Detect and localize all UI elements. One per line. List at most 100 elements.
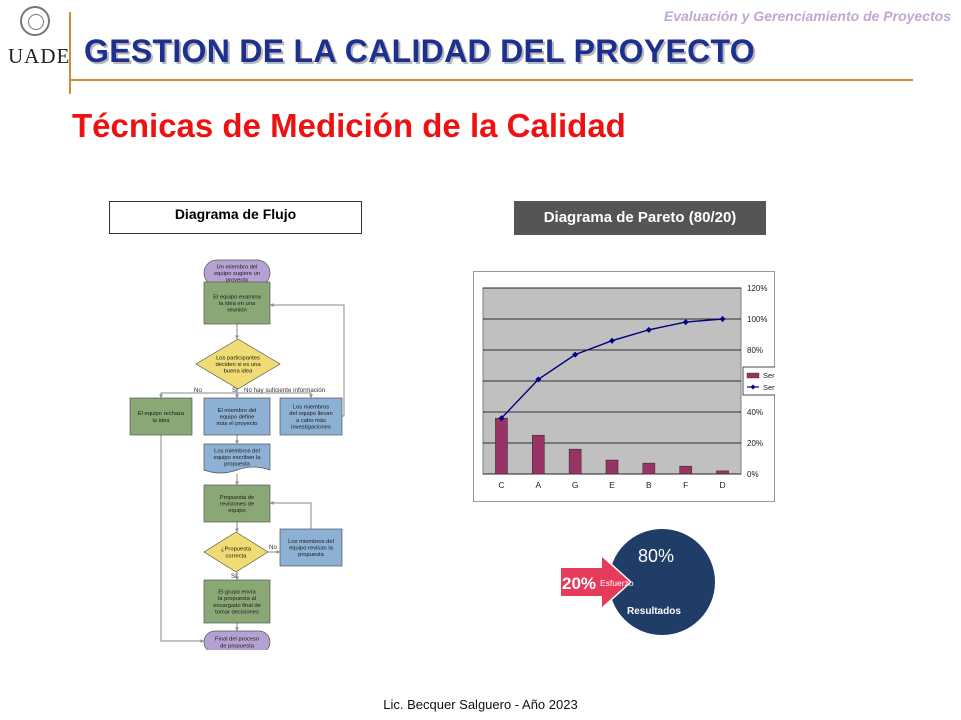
x-tick-label: G bbox=[572, 480, 579, 490]
flow-node-shape bbox=[203, 531, 269, 573]
y-tick-label: 40% bbox=[747, 408, 763, 417]
legend-label-serie2: Serie2 bbox=[763, 371, 775, 380]
flow-node-text: equipo bbox=[228, 508, 245, 514]
flowchart-label: Diagrama de Flujo bbox=[109, 201, 362, 234]
edge-correct-send-arrowhead bbox=[235, 576, 239, 580]
flow-node-shape bbox=[203, 579, 271, 624]
edge-label-si: Sí bbox=[232, 387, 238, 394]
flow-node-text: reunión bbox=[227, 308, 246, 314]
edge-reject-end bbox=[160, 435, 204, 642]
effort-results-graphic: 20% Esfuerzo 80% Resultados bbox=[558, 527, 730, 637]
flow-node-shape bbox=[203, 484, 271, 523]
flow-node-shape bbox=[279, 528, 343, 567]
flow-node-text: más el proyecto bbox=[217, 421, 258, 427]
flow-node-text: equipo sugiere un bbox=[214, 271, 260, 277]
x-tick-label: E bbox=[609, 480, 615, 490]
line-point bbox=[719, 316, 726, 322]
effort-label: Esfuerzo bbox=[600, 578, 634, 588]
effort-results-canvas: 20% Esfuerzo 80% Resultados bbox=[558, 529, 715, 635]
effort-arrow bbox=[561, 557, 630, 607]
flow-node-shape bbox=[203, 443, 271, 474]
results-percent: 80% bbox=[638, 546, 674, 566]
flow-node-text: El equipo rechaza bbox=[138, 411, 185, 417]
logo-text: UADE bbox=[8, 44, 71, 68]
flowchart-edge-labels: No Sí No hay suficiente información No Sí bbox=[194, 387, 326, 580]
edge-write-revise-arrowhead bbox=[235, 481, 239, 485]
flow-node-shape bbox=[203, 397, 271, 436]
results-label: Resultados bbox=[627, 606, 681, 617]
pareto-chart-canvas: 0%20%40%60%80%100%120%CAGEBFDSerie2Serie… bbox=[473, 271, 802, 502]
university-seal-icon bbox=[20, 6, 50, 36]
course-title: Evaluación y Gerenciamiento de Proyectos bbox=[663, 8, 951, 24]
edge-investigate-examine-arrowhead bbox=[270, 303, 274, 307]
y-tick-label: 0% bbox=[747, 470, 759, 479]
pareto-label: Diagrama de Pareto (80/20) bbox=[514, 201, 766, 235]
flow-node-text: equipo revisan la bbox=[289, 545, 334, 551]
line-point bbox=[645, 326, 652, 333]
flow-node-shape bbox=[279, 397, 343, 436]
flow-node-text: Los miembros del bbox=[288, 539, 334, 545]
edge-examine-decide-arrowhead bbox=[235, 335, 239, 339]
edge-correct-review-arrowhead bbox=[276, 550, 280, 554]
x-tick-label: B bbox=[646, 480, 652, 490]
edge-label-no-review: No bbox=[269, 544, 277, 551]
flow-node-text: El miembro del bbox=[218, 408, 257, 414]
flow-node-text: a cabo más bbox=[296, 418, 326, 424]
slide-footer: Lic. Becquer Salguero - Año 2023 bbox=[383, 697, 578, 712]
edge-send-end-arrowhead bbox=[235, 627, 239, 631]
edge-reject-end-arrowhead bbox=[200, 639, 204, 643]
x-tick-label: D bbox=[720, 480, 726, 490]
flow-node-text: Propuesta de bbox=[220, 495, 254, 501]
flow-node-text: del equipo llevan bbox=[289, 411, 333, 417]
bar bbox=[531, 434, 545, 475]
line-point bbox=[609, 337, 615, 344]
x-tick-label: F bbox=[683, 480, 688, 490]
uade-logo: UADE bbox=[6, 6, 69, 76]
effort-percent: 20% bbox=[562, 574, 596, 593]
slide-subtitle: Técnicas de Medición de la Calidad bbox=[72, 107, 626, 144]
bar bbox=[679, 465, 693, 475]
line-point bbox=[535, 376, 542, 383]
edge-define-write-arrowhead bbox=[235, 440, 239, 444]
line-series-serie1 bbox=[498, 316, 726, 422]
flow-node-text: Los miembros del bbox=[214, 448, 260, 454]
edge-decide-investigate-arrowhead bbox=[309, 394, 313, 398]
flowchart-edges bbox=[159, 282, 345, 643]
x-tick-label: C bbox=[498, 480, 504, 490]
edge-review-revise bbox=[270, 502, 312, 529]
flow-node-text: Un miembro del bbox=[217, 264, 258, 270]
flow-node-text: correcta bbox=[226, 553, 248, 559]
y-tick-label: 120% bbox=[747, 284, 767, 293]
flow-node-text: la idea en una bbox=[219, 301, 256, 307]
x-tick-label: A bbox=[535, 480, 541, 490]
legend-swatch-serie2 bbox=[746, 372, 760, 379]
flow-node-text: propuesta bbox=[298, 552, 325, 558]
bar-series-serie2 bbox=[495, 417, 729, 475]
edge-revise-correct-arrowhead bbox=[235, 528, 239, 532]
legend-marker-serie1 bbox=[750, 384, 756, 390]
header-horizontal-rule bbox=[71, 79, 913, 81]
bar bbox=[642, 462, 656, 475]
legend: Serie2 Serie1 bbox=[742, 366, 802, 396]
flow-node-text: de propuesta bbox=[220, 643, 255, 649]
flow-node-text: propuesta bbox=[224, 462, 251, 468]
edge-review-revise-arrowhead bbox=[270, 501, 274, 505]
edge-decide-define-arrowhead bbox=[235, 394, 239, 398]
results-circle bbox=[609, 529, 715, 635]
flow-node-text: buena idea bbox=[224, 369, 253, 375]
flow-node-shape bbox=[195, 338, 281, 390]
y-tick-label: 80% bbox=[747, 346, 763, 355]
flow-node-text: ¿Propuesta bbox=[221, 547, 252, 553]
flowchart-canvas: No Sí No hay suficiente información No Sí Un … bbox=[129, 259, 345, 654]
flow-node-text: revisiones de bbox=[220, 501, 254, 507]
edge-label-insufficient: No hay suficiente información bbox=[244, 387, 326, 394]
